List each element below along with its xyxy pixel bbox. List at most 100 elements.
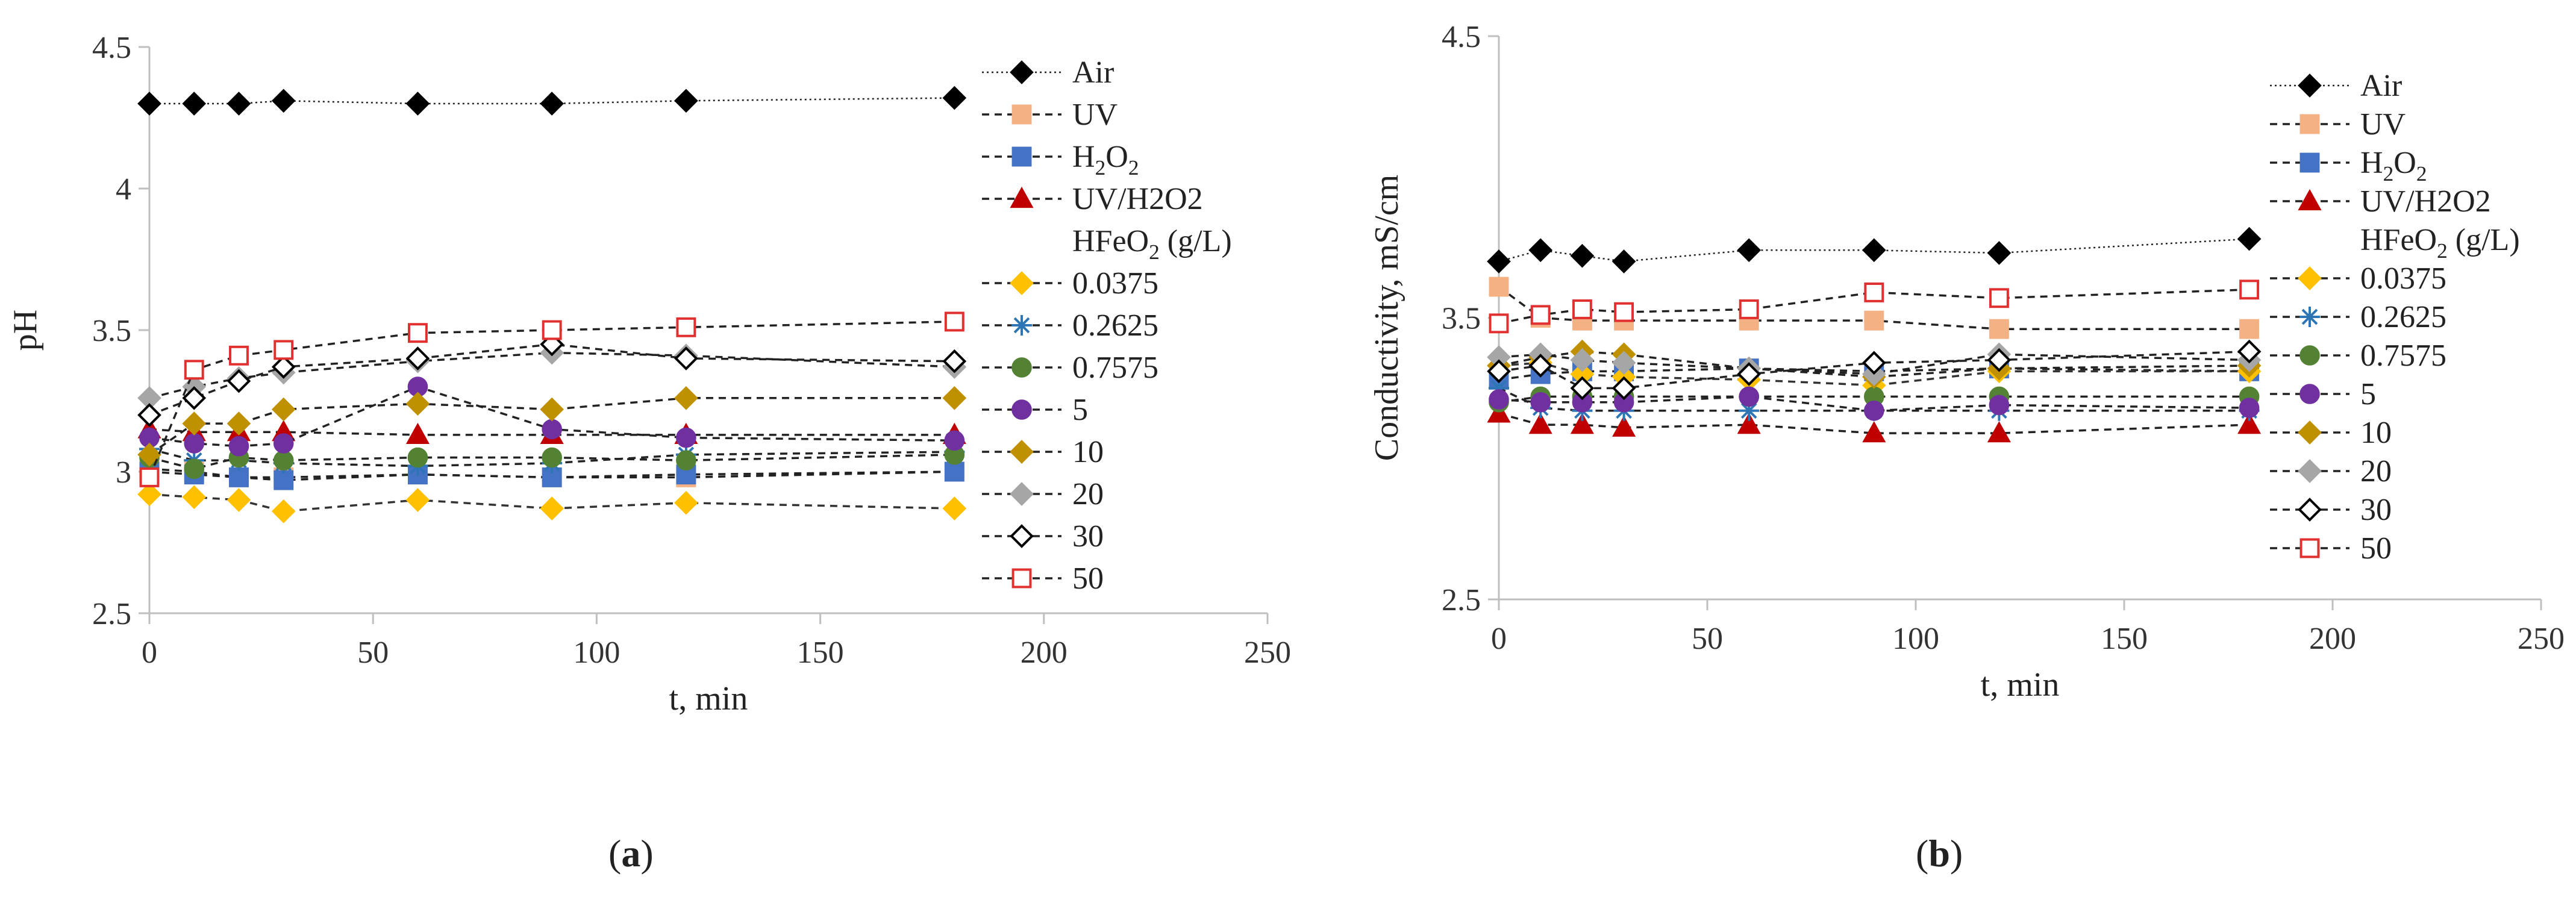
- panel-a-y-tick-label: 4: [116, 172, 131, 207]
- panel-label-b: (b): [1916, 832, 1963, 875]
- panel-a-legend-marker-20: [1010, 482, 1034, 506]
- panel-b-series-uv-h2o2-point: [1570, 413, 1594, 434]
- panel-a-series-5-point: [228, 436, 249, 457]
- panel-b-x-tick-label: 100: [1892, 622, 1939, 656]
- panel-b-series-30-point: [1737, 362, 1762, 386]
- panel-b-legend-label-20: 20: [2360, 454, 2392, 489]
- panel-a-series-30-point: [182, 386, 207, 410]
- panel-a-series-0-0375-point: [674, 490, 698, 515]
- panel-b-series-0-2625-point: [1489, 378, 1509, 399]
- panel-a-series-air-point: [674, 89, 698, 113]
- panel-b-series-0-0375-line: [1498, 361, 2249, 387]
- panel-b-legend-label-0-7575: 0.7575: [2360, 339, 2446, 373]
- panel-b-legend-label-uv: UV: [2360, 107, 2406, 142]
- panel-a-series-10-point: [674, 386, 698, 410]
- panel-b-legend-marker-50: [2299, 538, 2320, 558]
- panel-b-series-50-line: [1498, 289, 2249, 325]
- panel-a-series-0-0375: [137, 482, 967, 523]
- panel-a-legend-label-5: 5: [1072, 393, 1088, 427]
- panel-a-legend-label-0-0375: 0.0375: [1072, 266, 1158, 301]
- panel-b-series-30-point: [1612, 376, 1636, 401]
- panel-a-series-0-7575-point: [273, 450, 294, 471]
- panel-a-series-0-0375-point: [227, 488, 251, 512]
- panel-a-series-10: [137, 386, 967, 467]
- panel-b-series-50-point: [1530, 305, 1551, 325]
- panel-b-y-tick-label: 4.5: [1442, 20, 1481, 54]
- panel-a-series-50-point: [407, 323, 428, 343]
- panel-b-series-air-point: [1737, 238, 1762, 263]
- panel-b-series-uv-h2o2-line: [1498, 412, 2249, 434]
- panel-a-series-0-0375-point: [540, 496, 564, 520]
- panel-b-legend-marker-0-0375: [2298, 266, 2322, 290]
- panel-a-series-0-7575-point: [184, 458, 205, 480]
- panel-a-legend-label-uv: UV: [1072, 98, 1118, 132]
- panel-b-series-air-point: [1570, 243, 1595, 268]
- panel-a-series-h2o2-point: [274, 470, 294, 490]
- panel-b-legend-label-10: 10: [2360, 416, 2392, 450]
- panel-a-series-h2o2-point: [944, 461, 964, 482]
- panel-b-series-30-point: [1862, 351, 1886, 375]
- panel-b-series-air-line: [1498, 238, 2249, 263]
- panel-b-series-20-point: [1570, 348, 1595, 372]
- panel-a-series-10-point: [405, 392, 430, 416]
- panel-b-y-axis-title: Conductivity, mS/cm: [1368, 175, 1405, 461]
- panel-a-series-0-7575-point: [542, 447, 562, 468]
- panel-label-a: (a): [608, 832, 654, 875]
- panel-b-series-20-point: [1612, 351, 1636, 375]
- panel-b-series-air: [1487, 226, 2262, 273]
- panel-b-series-30: [1487, 339, 2262, 401]
- panel-b-x-tick-label: 250: [2518, 622, 2565, 656]
- panel-a-y-axis-title: pH: [7, 310, 44, 351]
- panel-a-series-0-0375-point: [405, 488, 430, 512]
- panel-a-series-50-point: [944, 311, 964, 332]
- panel-b-series-air-point: [1612, 249, 1636, 273]
- panel-b-series-30-line: [1498, 350, 2249, 390]
- panel-a-y-tick-label: 4.5: [92, 31, 131, 65]
- panel-a-legend-marker-0-0375: [1010, 271, 1034, 295]
- panel-b-series-5-point: [1489, 389, 1509, 410]
- panel-b-legend-marker-5: [2299, 384, 2320, 404]
- panel-b-legend-label-0-0375: 0.0375: [2360, 261, 2446, 296]
- panel-a-legend-marker-air: [1010, 60, 1034, 84]
- panel-b-series-uv-h2o2-point: [1528, 413, 1552, 434]
- panel-a-series-5-point: [944, 430, 965, 451]
- panel-b-legend-marker-uv: [2299, 114, 2320, 134]
- panel-a-legend-label-uv-h2o2: UV/H2O2: [1072, 182, 1203, 216]
- panel-a-series-10-point: [227, 411, 251, 436]
- panel-b-legend-marker-uv-h2o2: [2298, 189, 2322, 211]
- panel-b-series-50-point: [1739, 299, 1759, 319]
- panel-b-series-50-point: [1489, 313, 1509, 334]
- panel-a-series-50-point: [676, 317, 696, 337]
- panel-b-legend-label-h2o2: H2O2: [2360, 146, 2427, 186]
- chart-panel-b: 2.5 3.5 4.5 0 50 100 150 200 250 t, min Conductivi…: [1368, 20, 2565, 704]
- panel-b-series-air-point: [1487, 249, 1511, 273]
- panel-a-legend-label-10: 10: [1072, 435, 1104, 469]
- panel-a-x-tick-label: 0: [142, 636, 157, 670]
- panel-a-series-5-point: [273, 433, 294, 454]
- panel-b-series-50-point: [1614, 302, 1634, 322]
- panel-a-x-tick-label: 250: [1244, 636, 1291, 670]
- panel-a-legend-marker-30: [1010, 524, 1034, 548]
- panel-a-series-5-point: [184, 433, 205, 454]
- panel-a-series-50-point: [542, 320, 562, 340]
- panel-a-legend-marker-10: [1010, 440, 1034, 464]
- panel-b-series-30-point: [1487, 359, 1511, 384]
- panel-b-series-air-point: [2237, 226, 2262, 251]
- panel-a-legend-label-h2o2: H2O2: [1072, 140, 1139, 180]
- panel-b-x-axis-title: t, min: [1981, 666, 2060, 704]
- panel-b-series-uv-h2o2-point: [1487, 401, 1511, 423]
- panel-b-series-uv-point: [2239, 319, 2260, 339]
- panel-a-legend-label-air: Air: [1072, 55, 1114, 90]
- panel-b-series-uv-h2o2: [1487, 401, 2262, 443]
- panel-b-series-30-point: [1570, 376, 1595, 401]
- panel-a-series-uv-h2o2-point: [405, 422, 430, 444]
- panel-b-legend-marker-0-2625: [2299, 307, 2320, 327]
- panel-a-series-50-point: [184, 360, 204, 380]
- panel-b-series-5-point: [1739, 386, 1759, 407]
- panel-a-series-10-point: [271, 397, 296, 422]
- panel-b-legend-label-30: 30: [2360, 493, 2392, 527]
- panel-b-series-5-point: [1864, 400, 1884, 421]
- panel-b-series-50-point: [1989, 288, 2009, 308]
- panel-a-series-uv-h2o2-line: [149, 428, 955, 436]
